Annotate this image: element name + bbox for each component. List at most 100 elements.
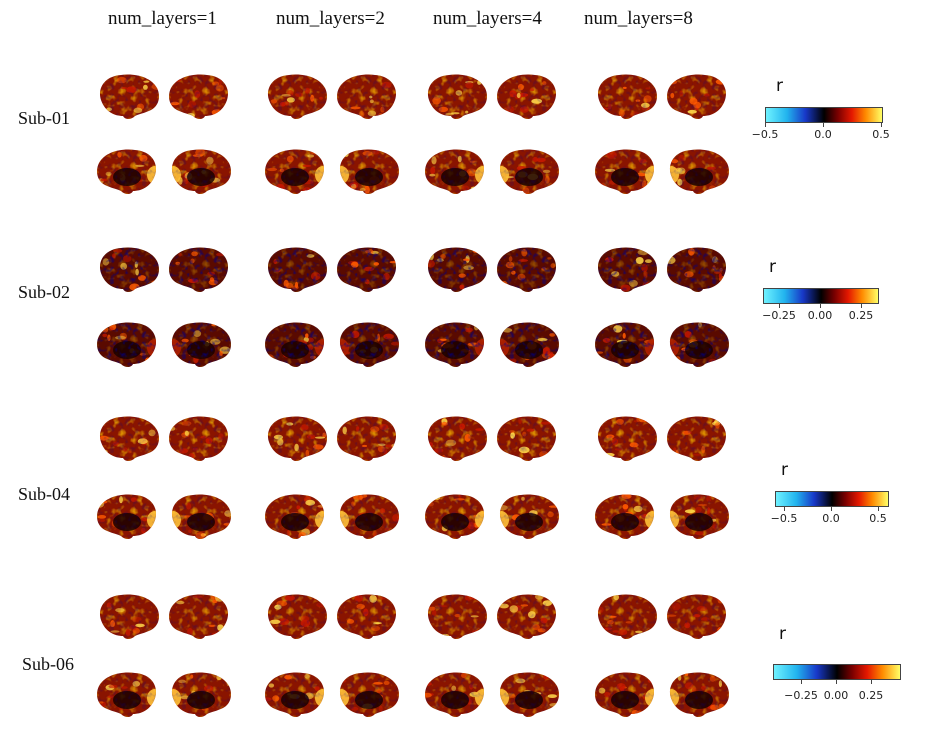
colorbar-tick (820, 304, 821, 308)
brain-lateral-view (597, 594, 658, 639)
colorbar-tick-label: −0.5 (770, 512, 798, 525)
brain-medial-view (499, 149, 560, 194)
colorbar-tick (871, 680, 872, 684)
brain-medial-view (264, 322, 325, 367)
brain-medial-view (424, 149, 485, 194)
brain-medial-view (669, 322, 730, 367)
brain-lateral-view (427, 74, 488, 119)
colorbar-sub-06 (773, 664, 901, 680)
brain-medial-view (339, 149, 400, 194)
brain-lateral-view (597, 74, 658, 119)
brain-lateral-view (99, 74, 160, 119)
brain-lateral-view (168, 594, 229, 639)
brain-medial-view (264, 149, 325, 194)
brain-medial-view (669, 672, 730, 717)
brain-medial-view (264, 672, 325, 717)
brain-medial-view (339, 672, 400, 717)
colorbar-tick (801, 680, 802, 684)
brain-lateral-view (666, 74, 727, 119)
brain-medial-view (424, 322, 485, 367)
brain-lateral-view (666, 594, 727, 639)
brain-medial-view (171, 494, 232, 539)
brain-lateral-view (336, 74, 397, 119)
colorbar-sub-02 (763, 288, 879, 304)
colorbar-title-sub-04: r (781, 460, 788, 480)
colorbar-tick (881, 123, 882, 127)
column-header-1: num_layers=1 (108, 8, 217, 29)
colorbar-tick (784, 507, 785, 511)
brain-lateral-view (427, 416, 488, 461)
brain-lateral-view (666, 416, 727, 461)
colorbar-tick (831, 507, 832, 511)
brain-medial-view (499, 672, 560, 717)
row-label-sub-02: Sub-02 (18, 282, 71, 302)
brain-lateral-view (336, 594, 397, 639)
brain-medial-view (499, 322, 560, 367)
colorbar-tick-label: 0.25 (858, 689, 884, 702)
colorbar-title-sub-01: r (776, 76, 783, 96)
colorbar-tick-label: 0.00 (807, 309, 833, 322)
brain-medial-view (669, 494, 730, 539)
brain-lateral-view (267, 594, 328, 639)
brain-lateral-view (99, 247, 160, 292)
brain-medial-view (96, 322, 157, 367)
brain-lateral-view (597, 247, 658, 292)
brain-medial-view (424, 494, 485, 539)
colorbar-title-sub-06: r (779, 624, 786, 644)
colorbar-tick (765, 123, 766, 127)
brain-medial-view (339, 494, 400, 539)
brain-lateral-view (496, 416, 557, 461)
brain-lateral-view (267, 416, 328, 461)
brain-medial-view (594, 322, 655, 367)
colorbar-tick-label: −0.25 (762, 309, 796, 322)
brain-lateral-view (496, 594, 557, 639)
brain-lateral-view (427, 247, 488, 292)
brain-medial-view (264, 494, 325, 539)
brain-lateral-view (336, 247, 397, 292)
row-label-sub-04: Sub-04 (18, 484, 71, 504)
colorbar-tick (861, 304, 862, 308)
colorbar-tick-label: −0.5 (751, 128, 779, 141)
column-header-3: num_layers=4 (433, 8, 542, 29)
colorbar-tick-label: 0.5 (869, 512, 887, 525)
colorbar-tick-label: −0.25 (784, 689, 818, 702)
colorbar-tick-label: 0.00 (823, 689, 849, 702)
column-header-2: num_layers=2 (276, 8, 385, 29)
brain-medial-view (424, 672, 485, 717)
brain-medial-view (96, 672, 157, 717)
brain-medial-view (594, 149, 655, 194)
colorbar-tick-label: 0.5 (872, 128, 890, 141)
colorbar-tick (836, 680, 837, 684)
brain-medial-view (171, 149, 232, 194)
colorbar-tick (878, 507, 879, 511)
brain-lateral-view (168, 247, 229, 292)
colorbar-sub-01 (765, 107, 883, 123)
brain-medial-view (669, 149, 730, 194)
brain-lateral-view (168, 74, 229, 119)
brain-lateral-view (168, 416, 229, 461)
colorbar-tick (779, 304, 780, 308)
brain-lateral-view (267, 247, 328, 292)
colorbar-tick-label: 0.0 (814, 128, 832, 141)
column-header-4: num_layers=8 (584, 8, 693, 29)
colorbar-title-sub-02: r (769, 257, 776, 277)
brain-lateral-view (496, 74, 557, 119)
brain-lateral-view (267, 74, 328, 119)
brain-lateral-view (336, 416, 397, 461)
colorbar-sub-04 (775, 491, 889, 507)
colorbar-tick-label: 0.25 (848, 309, 874, 322)
brain-lateral-view (597, 416, 658, 461)
brain-medial-view (594, 494, 655, 539)
brain-medial-view (96, 494, 157, 539)
brain-medial-view (594, 672, 655, 717)
brain-lateral-view (427, 594, 488, 639)
brain-medial-view (499, 494, 560, 539)
row-label-sub-01: Sub-01 (18, 108, 71, 128)
brain-medial-view (339, 322, 400, 367)
colorbar-tick-label: 0.0 (822, 512, 840, 525)
brain-lateral-view (496, 247, 557, 292)
brain-medial-view (171, 322, 232, 367)
brain-medial-view (171, 672, 232, 717)
brain-lateral-view (99, 416, 160, 461)
